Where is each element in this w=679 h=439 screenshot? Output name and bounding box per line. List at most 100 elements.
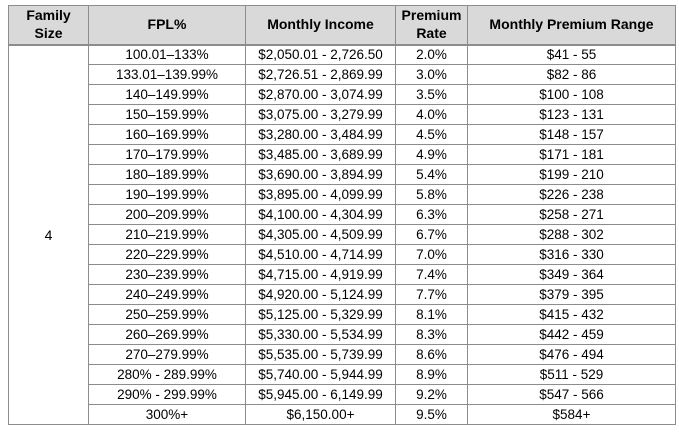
cell-monthly-premium-range: $379 - 395 (467, 284, 676, 305)
cell-monthly-premium-range: $476 - 494 (467, 344, 676, 365)
table-row: 4 100.01–133% $2,050.01 - 2,726.50 2.0% $41 … (8, 44, 676, 425)
table-row: 300%+ $6,150.00+ 9.5% $584+ (9, 404, 676, 425)
header-monthly-premium-range: Monthly Premium Range (467, 5, 676, 46)
cell-premium-rate: 4.5% (395, 124, 468, 145)
page: Family Size FPL% Monthly Income Premium Ra… (8, 5, 676, 425)
cell-fpl: 180–189.99% (88, 164, 246, 185)
cell-monthly-premium-range: $584+ (467, 404, 676, 425)
cell-monthly-premium-range: $148 - 157 (467, 124, 676, 145)
cell-family-size: 4 (8, 44, 89, 425)
table-row: 140–149.99% $2,870.00 - 3,074.99 3.5% $100 … (9, 84, 676, 105)
table-row: 160–169.99% $3,280.00 - 3,484.99 4.5% $148 … (9, 124, 676, 145)
cell-monthly-income: $2,870.00 - 3,074.99 (245, 84, 396, 105)
cell-premium-rate: 6.7% (395, 224, 468, 245)
cell-monthly-premium-range: $547 - 566 (467, 384, 676, 405)
premium-table: Family Size FPL% Monthly Income Premium Ra… (8, 5, 676, 425)
table-row: 240–249.99% $4,920.00 - 5,124.99 7.7% $379 … (9, 284, 676, 305)
cell-fpl: 140–149.99% (88, 84, 246, 105)
table-row: 250–259.99% $5,125.00 - 5,329.99 8.1% $415 … (9, 304, 676, 325)
cell-premium-rate: 6.3% (395, 204, 468, 225)
cell-premium-rate: 5.8% (395, 184, 468, 205)
cell-fpl: 160–169.99% (88, 124, 246, 145)
cell-premium-rate: 8.6% (395, 344, 468, 365)
cell-fpl: 190–199.99% (88, 184, 246, 205)
cell-monthly-premium-range: $100 - 108 (467, 84, 676, 105)
cell-premium-rate: 7.4% (395, 264, 468, 285)
cell-monthly-premium-range: $82 - 86 (467, 64, 676, 85)
header-premium-rate: Premium Rate (395, 5, 468, 46)
table-row: 260–269.99% $5,330.00 - 5,534.99 8.3% $442 … (9, 324, 676, 345)
table-row: 220–229.99% $4,510.00 - 4,714.99 7.0% $316 … (9, 244, 676, 265)
table-row: 133.01–139.99% $2,726.51 - 2,869.99 3.0% $8… (9, 64, 676, 85)
cell-monthly-income: $4,305.00 - 4,509.99 (245, 224, 396, 245)
cell-fpl: 300%+ (88, 404, 246, 425)
cell-fpl: 150–159.99% (88, 104, 246, 125)
cell-premium-rate: 4.0% (395, 104, 468, 125)
cell-premium-rate: 8.3% (395, 324, 468, 345)
cell-fpl: 133.01–139.99% (88, 64, 246, 85)
cell-fpl: 240–249.99% (88, 284, 246, 305)
cell-fpl: 210–219.99% (88, 224, 246, 245)
cell-monthly-premium-range: $226 - 238 (467, 184, 676, 205)
cell-monthly-income: $3,280.00 - 3,484.99 (245, 124, 396, 145)
cell-fpl: 280% - 289.99% (88, 364, 246, 385)
cell-monthly-premium-range: $442 - 459 (467, 324, 676, 345)
cell-monthly-premium-range: $41 - 55 (467, 44, 676, 65)
cell-monthly-premium-range: $511 - 529 (467, 364, 676, 385)
cell-monthly-premium-range: $123 - 131 (467, 104, 676, 125)
table-row: 200–209.99% $4,100.00 - 4,304.99 6.3% $258 … (9, 204, 676, 225)
cell-premium-rate: 2.0% (395, 44, 468, 65)
cell-premium-rate: 7.7% (395, 284, 468, 305)
table-row: 170–179.99% $3,485.00 - 3,689.99 4.9% $171 … (9, 144, 676, 165)
cell-premium-rate: 5.4% (395, 164, 468, 185)
cell-monthly-income: $5,535.00 - 5,739.99 (245, 344, 396, 365)
cell-monthly-income: $5,945.00 - 6,149.99 (245, 384, 396, 405)
cell-premium-rate: 9.5% (395, 404, 468, 425)
cell-monthly-income: $3,485.00 - 3,689.99 (245, 144, 396, 165)
table-row: 180–189.99% $3,690.00 - 3,894.99 5.4% $199 … (9, 164, 676, 185)
cell-premium-rate: 8.1% (395, 304, 468, 325)
header-row: Family Size FPL% Monthly Income Premium Ra… (8, 5, 676, 46)
cell-monthly-income: $3,895.00 - 4,099.99 (245, 184, 396, 205)
table-row: 190–199.99% $3,895.00 - 4,099.99 5.8% $226 … (9, 184, 676, 205)
cell-monthly-income: $4,715.00 - 4,919.99 (245, 264, 396, 285)
cell-premium-rate: 9.2% (395, 384, 468, 405)
cell-monthly-income: $3,690.00 - 3,894.99 (245, 164, 396, 185)
cell-monthly-income: $5,740.00 - 5,944.99 (245, 364, 396, 385)
cell-fpl: 200–209.99% (88, 204, 246, 225)
cell-monthly-income: $5,125.00 - 5,329.99 (245, 304, 396, 325)
cell-monthly-income: $2,050.01 - 2,726.50 (245, 44, 396, 65)
cell-monthly-premium-range: $415 - 432 (467, 304, 676, 325)
cell-fpl: 250–259.99% (88, 304, 246, 325)
table-row: 280% - 289.99% $5,740.00 - 5,944.99 8.9% $5… (9, 364, 676, 385)
cell-fpl: 230–239.99% (88, 264, 246, 285)
cell-fpl: 170–179.99% (88, 144, 246, 165)
cell-monthly-premium-range: $199 - 210 (467, 164, 676, 185)
header-monthly-income: Monthly Income (245, 5, 396, 46)
cell-monthly-income: $5,330.00 - 5,534.99 (245, 324, 396, 345)
cell-monthly-premium-range: $171 - 181 (467, 144, 676, 165)
cell-fpl: 270–279.99% (88, 344, 246, 365)
cell-monthly-income: $4,510.00 - 4,714.99 (245, 244, 396, 265)
cell-monthly-premium-range: $349 - 364 (467, 264, 676, 285)
cell-monthly-income: $3,075.00 - 3,279.99 (245, 104, 396, 125)
table-row: 270–279.99% $5,535.00 - 5,739.99 8.6% $476 … (9, 344, 676, 365)
cell-fpl: 100.01–133% (88, 44, 246, 65)
cell-premium-rate: 8.9% (395, 364, 468, 385)
cell-premium-rate: 3.5% (395, 84, 468, 105)
cell-fpl: 290% - 299.99% (88, 384, 246, 405)
cell-monthly-income: $4,100.00 - 4,304.99 (245, 204, 396, 225)
premium-table-body: 4 100.01–133% $2,050.01 - 2,726.50 2.0% $41 … (8, 44, 676, 425)
cell-monthly-income: $2,726.51 - 2,869.99 (245, 64, 396, 85)
premium-table-header: Family Size FPL% Monthly Income Premium Ra… (8, 5, 676, 46)
cell-premium-rate: 3.0% (395, 64, 468, 85)
cell-monthly-premium-range: $258 - 271 (467, 204, 676, 225)
table-row: 210–219.99% $4,305.00 - 4,509.99 6.7% $288 … (9, 224, 676, 245)
cell-premium-rate: 7.0% (395, 244, 468, 265)
cell-fpl: 260–269.99% (88, 324, 246, 345)
cell-monthly-premium-range: $288 - 302 (467, 224, 676, 245)
header-fpl: FPL% (88, 5, 246, 46)
cell-monthly-income: $6,150.00+ (245, 404, 396, 425)
table-row: 230–239.99% $4,715.00 - 4,919.99 7.4% $349 … (9, 264, 676, 285)
cell-fpl: 220–229.99% (88, 244, 246, 265)
